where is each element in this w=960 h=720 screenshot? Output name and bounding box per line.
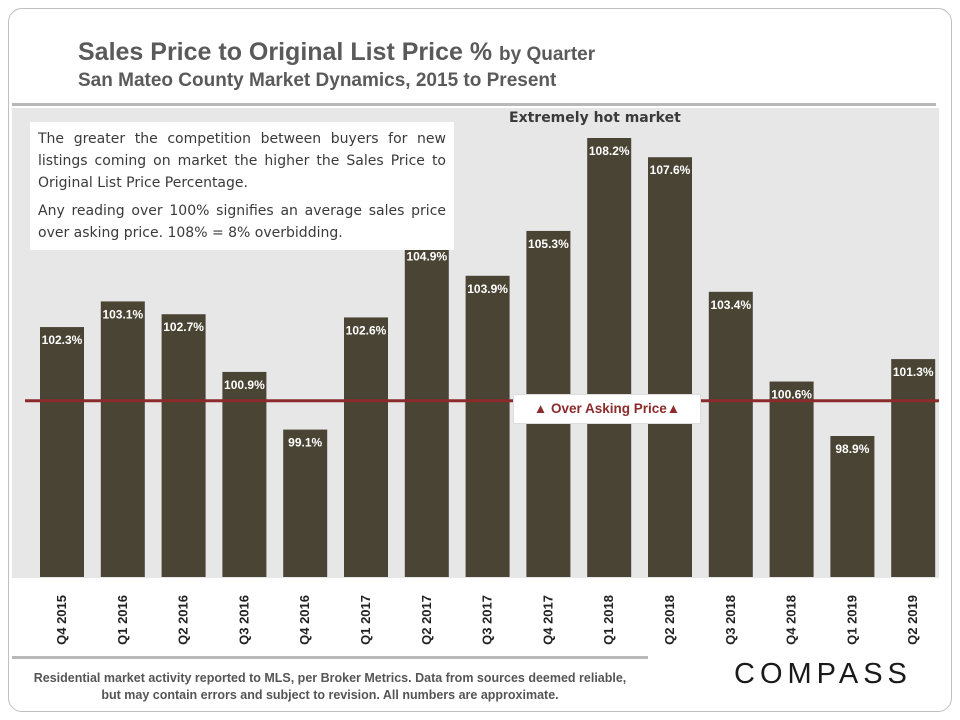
chart-subtitle: San Mateo County Market Dynamics, 2015 t… [78,70,557,91]
bar-q3-2018 [708,291,753,577]
explanation-note: The greater the competition between buye… [30,122,454,250]
x-tick-label: Q1 2019 [844,595,859,645]
note-paragraph-2: Any reading over 100% signifies an avera… [38,203,446,241]
footer-divider [12,656,648,659]
bar-q2-2018 [648,157,692,578]
data-label: 101.3% [893,365,934,379]
bar-q1-2016 [100,301,145,577]
note-paragraph-1: The greater the competition between buye… [38,131,446,191]
x-tick-label: Q2 2019 [905,595,920,645]
data-label: 105.3% [528,237,569,251]
compass-logo: COMPASS [734,658,912,690]
footer-disclaimer: Residential market activity reported to … [33,671,627,702]
data-label: 104.9% [406,250,447,264]
header-divider [12,103,936,106]
data-label: 108.2% [589,144,630,158]
data-label: 98.9% [835,442,869,456]
bar-q1-2019 [830,436,875,577]
bar-q3-2016 [222,371,267,577]
x-tick-label: Q2 2016 [176,595,191,645]
x-tick-label: Q1 2017 [358,595,373,645]
over-asking-label: ▲ Over Asking Price▲ [513,394,701,424]
data-label: 103.4% [710,298,751,312]
data-label: 107.6% [650,163,691,177]
data-label: 100.6% [771,388,812,402]
data-label: 103.9% [467,282,508,296]
bar-q2-2016 [161,314,206,577]
hot-market-annotation: Extremely hot market [509,110,681,126]
x-tick-label: Q3 2016 [236,595,251,645]
x-tick-label: Q4 2017 [540,595,555,645]
x-tick-label: Q1 2016 [115,595,130,645]
x-tick-label: Q4 2018 [784,595,799,645]
bar-q1-2018 [587,138,632,577]
x-tick-label: Q2 2017 [419,595,434,645]
data-label: 99.1% [288,436,322,450]
data-label: 102.7% [163,320,204,334]
data-label: 103.1% [102,307,143,321]
x-tick-label: Q3 2017 [480,595,495,645]
bar-q4-2018 [769,381,814,577]
x-tick-label: Q3 2018 [723,595,738,645]
data-label: 100.9% [224,378,265,392]
bar-q4-2015 [40,327,84,577]
data-label: 102.3% [42,333,83,347]
chart-title: Sales Price to Original List Price % by … [78,38,596,66]
data-label: 102.6% [346,323,387,337]
x-tick-label: Q2 2018 [662,595,677,645]
x-tick-label: Q4 2016 [297,595,312,645]
x-tick-label: Q4 2015 [54,595,69,645]
bar-q2-2017 [404,243,449,578]
title-suffix: by Quarter [499,44,596,65]
bar-q3-2017 [465,275,510,577]
bar-q4-2016 [283,429,328,577]
x-tick-label: Q1 2018 [601,595,616,645]
bar-q1-2017 [344,317,388,577]
bar-q2-2019 [891,359,936,577]
